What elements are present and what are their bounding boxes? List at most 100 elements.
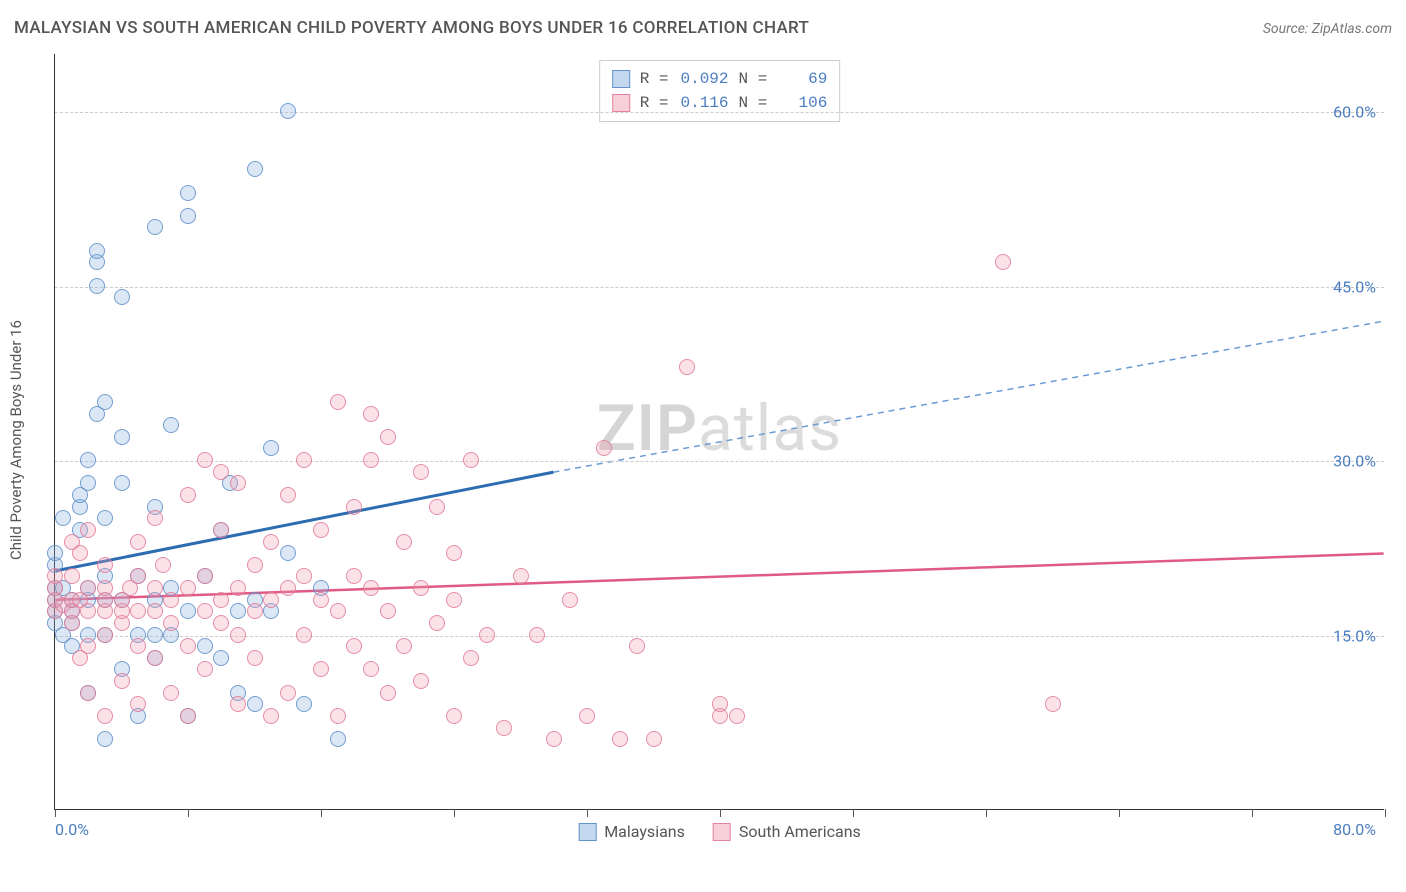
data-point (97, 627, 113, 643)
data-point (280, 545, 296, 561)
data-point (180, 708, 196, 724)
y-tick-label: 60.0% (1333, 103, 1376, 122)
data-point (230, 696, 246, 712)
data-point (346, 638, 362, 654)
data-point (80, 452, 96, 468)
data-point (64, 568, 80, 584)
data-point (247, 696, 263, 712)
data-point (446, 545, 462, 561)
data-point (97, 394, 113, 410)
data-point (529, 627, 545, 643)
data-point (80, 685, 96, 701)
data-point (596, 440, 612, 456)
data-point (130, 603, 146, 619)
series-label-2: South Americans (739, 822, 861, 841)
x-tick (55, 809, 56, 817)
legend-swatch-pink (713, 823, 731, 841)
data-point (429, 615, 445, 631)
data-point (1045, 696, 1061, 712)
data-point (213, 592, 229, 608)
data-point (413, 673, 429, 689)
data-point (396, 534, 412, 550)
data-point (197, 661, 213, 677)
data-point (97, 557, 113, 573)
data-point (147, 627, 163, 643)
data-point (280, 487, 296, 503)
data-point (97, 708, 113, 724)
data-point (163, 417, 179, 433)
data-point (180, 638, 196, 654)
x-axis-start-label: 0.0% (55, 820, 89, 839)
chart-header: MALAYSIAN VS SOUTH AMERICAN CHILD POVERT… (14, 18, 1392, 38)
grid-line (55, 112, 1384, 113)
data-point (396, 638, 412, 654)
watermark: ZIPatlas (597, 390, 842, 465)
series-legend-item-1: Malaysians (578, 822, 685, 841)
data-point (496, 720, 512, 736)
watermark-text-a: ZIP (597, 390, 698, 465)
y-tick-label: 30.0% (1333, 452, 1376, 471)
data-point (147, 650, 163, 666)
data-point (363, 661, 379, 677)
data-point (380, 685, 396, 701)
data-point (429, 499, 445, 515)
data-point (263, 708, 279, 724)
data-point (380, 429, 396, 445)
data-point (97, 731, 113, 747)
x-tick (188, 809, 189, 817)
data-point (80, 522, 96, 538)
data-point (263, 534, 279, 550)
data-point (147, 219, 163, 235)
x-tick (1385, 809, 1386, 817)
plot-area: ZIPatlas R = 0.092 N = 69 R = 0.116 N = … (54, 54, 1384, 810)
data-point (562, 592, 578, 608)
data-point (313, 522, 329, 538)
data-point (147, 580, 163, 596)
data-point (712, 696, 728, 712)
data-point (479, 627, 495, 643)
data-point (247, 650, 263, 666)
data-point (97, 580, 113, 596)
data-point (230, 627, 246, 643)
data-point (213, 464, 229, 480)
data-point (263, 440, 279, 456)
series-legend: Malaysians South Americans (578, 822, 861, 841)
data-point (114, 673, 130, 689)
data-point (995, 254, 1011, 270)
data-point (313, 592, 329, 608)
chart-title: MALAYSIAN VS SOUTH AMERICAN CHILD POVERT… (14, 18, 809, 38)
data-point (413, 464, 429, 480)
data-point (163, 592, 179, 608)
data-point (247, 161, 263, 177)
data-point (213, 650, 229, 666)
data-point (729, 708, 745, 724)
x-tick (1252, 809, 1253, 817)
data-point (80, 475, 96, 491)
data-point (213, 615, 229, 631)
data-point (163, 615, 179, 631)
data-point (296, 452, 312, 468)
y-axis-title: Child Poverty Among Boys Under 16 (7, 320, 25, 560)
x-axis-end-label: 80.0% (1333, 820, 1376, 839)
data-point (197, 452, 213, 468)
data-point (463, 452, 479, 468)
data-point (230, 475, 246, 491)
x-tick (321, 809, 322, 817)
data-point (280, 580, 296, 596)
data-point (413, 580, 429, 596)
correlation-legend-row-1: R = 0.092 N = 69 (612, 67, 828, 91)
data-point (147, 603, 163, 619)
data-point (612, 731, 628, 747)
data-point (296, 627, 312, 643)
data-point (72, 545, 88, 561)
data-point (180, 185, 196, 201)
data-point (313, 661, 329, 677)
grid-line (55, 461, 1384, 462)
watermark-text-b: atlas (698, 390, 842, 465)
data-point (280, 103, 296, 119)
data-point (296, 568, 312, 584)
data-point (213, 522, 229, 538)
data-point (114, 475, 130, 491)
data-point (47, 568, 63, 584)
series-legend-item-2: South Americans (713, 822, 861, 841)
